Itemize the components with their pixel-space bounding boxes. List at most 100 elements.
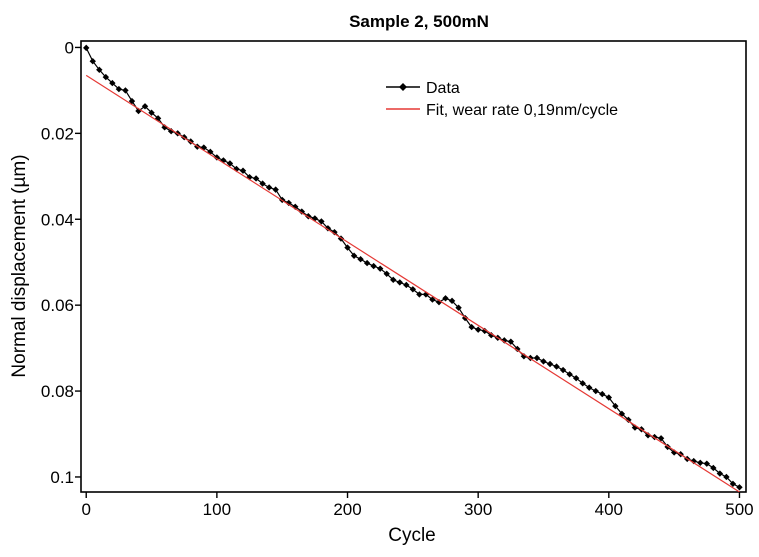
data-point (363, 259, 371, 267)
data-point (703, 460, 711, 467)
data-point (612, 402, 619, 410)
y-tick-label: 0.1 (50, 468, 74, 487)
data-point (664, 443, 671, 451)
data-point (429, 296, 436, 303)
data-point (474, 326, 482, 333)
data-point (559, 366, 567, 374)
data-point (579, 380, 586, 387)
y-tick-label: 0.08 (41, 382, 74, 401)
data-point (566, 371, 573, 378)
data-point (481, 327, 488, 335)
y-axis-label: Normal displacement (µm) (9, 154, 30, 377)
data-point (318, 218, 325, 225)
data-point (128, 97, 136, 105)
legend-marker-data (399, 83, 407, 91)
data-point (252, 175, 260, 182)
y-tick-label: 0.02 (41, 124, 74, 143)
data-point (514, 345, 521, 353)
data-point (520, 353, 528, 360)
x-tick-label: 100 (203, 500, 231, 519)
x-tick-label: 400 (595, 500, 623, 519)
data-point (357, 255, 364, 263)
data-point (350, 252, 358, 259)
data-point (148, 109, 155, 116)
data-point (265, 184, 273, 191)
data-point (644, 432, 652, 439)
data-point (572, 374, 580, 382)
chart-title: Sample 2, 500mN (349, 12, 489, 31)
data-point (586, 384, 593, 391)
x-tick-label: 0 (81, 500, 90, 519)
data-point (220, 157, 227, 164)
x-tick-label: 200 (333, 500, 361, 519)
series-line-fit (85, 74, 740, 493)
data-point (716, 470, 724, 477)
data-point (736, 484, 743, 491)
data-point (409, 286, 417, 293)
data-point (448, 297, 456, 305)
data-point (96, 66, 103, 73)
data-point (226, 160, 234, 167)
data-point (376, 265, 384, 272)
data-point (259, 180, 266, 187)
data-point (605, 394, 613, 401)
data-point (213, 154, 221, 161)
data-point (383, 270, 390, 278)
legend-label-fit: Fit, wear rate 0,19nm/cycle (426, 102, 618, 119)
data-point (344, 244, 351, 251)
data-point (141, 103, 149, 110)
data-point (272, 186, 279, 193)
data-point (592, 387, 599, 395)
x-tick-label: 300 (464, 500, 492, 519)
data-point (599, 390, 606, 398)
data-point (161, 124, 168, 131)
data-point (435, 298, 443, 306)
data-point (697, 459, 704, 466)
data-point (657, 435, 665, 442)
y-axis: 0 0.02 0.04 0.06 0.08 0.1 (41, 38, 81, 487)
data-point (396, 279, 403, 286)
data-point (370, 262, 377, 270)
data-point (468, 323, 475, 331)
data-point (455, 304, 462, 311)
data-point (540, 358, 547, 365)
data-point (403, 281, 410, 289)
legend-label-data: Data (426, 80, 460, 97)
data-point (89, 57, 96, 65)
data-point (533, 354, 541, 362)
legend: Data Fit, wear rate 0,19nm/cycle (386, 80, 618, 119)
data-point (331, 228, 338, 236)
x-tick-label: 500 (725, 500, 753, 519)
data-point (115, 85, 123, 93)
plot-area-frame (80, 40, 747, 493)
data-point (651, 433, 658, 441)
plot-content (83, 44, 743, 493)
data-point (631, 424, 639, 431)
data-point (442, 295, 449, 302)
y-tick-label: 0.06 (41, 296, 74, 315)
data-point (416, 291, 423, 298)
data-point (167, 128, 175, 135)
data-point (285, 199, 292, 207)
data-point (507, 338, 515, 345)
data-point (298, 208, 305, 215)
data-point (109, 79, 116, 87)
data-point (690, 457, 697, 465)
data-point (239, 167, 247, 174)
x-axis-label: Cycle (388, 525, 436, 546)
y-tick-label: 0 (65, 38, 74, 57)
data-point (501, 337, 508, 344)
data-point (390, 276, 397, 284)
data-point (122, 87, 129, 94)
data-point (723, 473, 730, 481)
data-point (710, 464, 717, 472)
data-point (625, 416, 632, 424)
data-point (553, 363, 560, 370)
data-point (246, 173, 253, 181)
data-point (102, 73, 110, 81)
data-point (83, 44, 90, 52)
x-axis: 0 100 200 300 400 500 (81, 492, 754, 519)
data-point (618, 410, 626, 418)
y-tick-label: 0.04 (41, 210, 74, 229)
